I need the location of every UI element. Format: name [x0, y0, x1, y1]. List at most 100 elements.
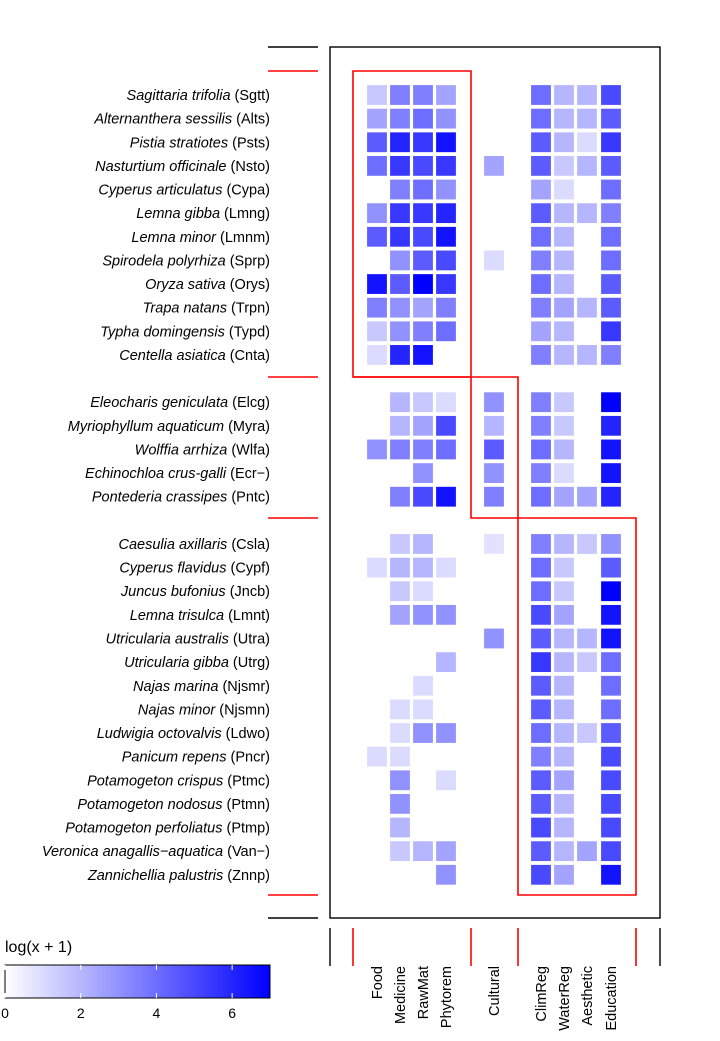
heatmap-cell	[599, 603, 623, 626]
heatmap-cell	[434, 107, 458, 130]
heatmap-cell	[411, 320, 435, 343]
heatmap-cell	[552, 225, 576, 248]
heatmap-cell	[434, 202, 458, 225]
row-label: Oryza sativa (Orys)	[145, 277, 270, 293]
heatmap-cell	[388, 414, 412, 437]
heatmap-cell	[411, 603, 435, 626]
heatmap-cell	[529, 438, 553, 461]
heatmap-cell	[434, 154, 458, 177]
heatmap-cell	[388, 485, 412, 508]
heatmap-cell	[552, 391, 576, 414]
row-label: Ludwigia octovalvis (Ldwo)	[97, 726, 270, 742]
heatmap-cell	[552, 438, 576, 461]
heatmap-cell	[529, 485, 553, 508]
row-label: Typha domingensis (Typd)	[100, 324, 270, 340]
row-label: Echinochloa crus-galli (Ecr−)	[85, 466, 270, 482]
species-name: Utricularia gibba	[124, 655, 229, 671]
heatmap-cell	[552, 131, 576, 154]
row-label: Cyperus articulatus (Cypa)	[98, 183, 270, 199]
heatmap-cell	[482, 627, 506, 650]
heatmap-cell	[365, 296, 389, 319]
heatmap-cell	[599, 320, 623, 343]
species-code: (Cypf)	[227, 561, 271, 577]
species-name: Ludwigia octovalvis	[97, 726, 222, 742]
heatmap-cell	[388, 320, 412, 343]
species-code: (Elcg)	[228, 395, 270, 411]
heatmap-cell	[365, 320, 389, 343]
heatmap-cell	[434, 485, 458, 508]
heatmap-cell	[434, 769, 458, 792]
heatmap-cell	[411, 840, 435, 863]
heatmap-cell	[411, 343, 435, 367]
heatmap-cell	[599, 296, 623, 319]
heatmap-cell	[411, 721, 435, 745]
heatmap-cell	[599, 556, 623, 579]
row-label: Utricularia australis (Utra)	[106, 631, 270, 647]
heatmap-cell	[552, 556, 576, 579]
colorbar-tick-label: 0	[1, 1005, 9, 1021]
heatmap-cell	[529, 745, 553, 768]
heatmap-cell	[411, 225, 435, 248]
heatmap-cell	[552, 651, 576, 674]
species-code: (Sgtt)	[231, 88, 270, 104]
heatmap-cell	[599, 816, 623, 839]
species-name: Zannichellia palustris	[87, 868, 223, 884]
heatmap-cell	[599, 154, 623, 177]
heatmap-cell	[529, 556, 553, 579]
species-code: (Cnta)	[226, 348, 270, 364]
heatmap-cell	[388, 769, 412, 792]
heatmap-cell	[575, 154, 599, 177]
species-name: Lemna trisulca	[130, 608, 224, 624]
species-code: (Lmnm)	[216, 230, 270, 246]
heatmap-cell	[388, 272, 412, 296]
heatmap-cell	[552, 178, 576, 201]
heatmap-cell	[482, 154, 506, 177]
heatmap-cell	[529, 840, 553, 863]
species-name: Myriophyllum aquaticum	[68, 419, 224, 435]
heatmap-cell	[599, 863, 623, 886]
heatmap-cell	[529, 580, 553, 603]
heatmap-cell	[552, 580, 576, 603]
species-name: Nasturtium officinale	[95, 159, 226, 175]
heatmap-cell	[575, 107, 599, 130]
heatmap-cell	[434, 721, 458, 745]
species-code: (Utrg)	[229, 655, 270, 671]
heatmap-cell	[552, 485, 576, 508]
heatmap-cell	[529, 83, 553, 107]
heatmap-cell	[482, 438, 506, 461]
row-label: Juncus bufonius (Jncb)	[120, 584, 270, 600]
heatmap-cell	[411, 296, 435, 319]
heatmap-cell	[434, 249, 458, 272]
heatmap-cell	[552, 603, 576, 626]
heatmap-cell	[434, 438, 458, 461]
heatmap-cell	[599, 627, 623, 650]
heatmap-cell	[434, 296, 458, 319]
heatmap-cell	[482, 249, 506, 272]
heatmap-cell	[411, 580, 435, 603]
heatmap-cell	[552, 532, 576, 556]
heatmap-cell	[552, 83, 576, 107]
species-code: (Znnp)	[223, 868, 270, 884]
heatmap-cell	[388, 249, 412, 272]
heatmap-cell	[575, 131, 599, 154]
species-code: (Csla)	[227, 537, 270, 553]
heatmap-cell	[388, 131, 412, 154]
heatmap-cell	[434, 863, 458, 886]
heatmap-cell	[552, 272, 576, 296]
heatmap-cell	[599, 438, 623, 461]
species-name: Juncus bufonius	[120, 584, 226, 600]
heatmap-cell	[599, 178, 623, 201]
heatmap-cell	[599, 674, 623, 697]
species-code: (Ptmp)	[222, 821, 270, 837]
row-label: Spirodela polyrhiza (Sprp)	[102, 253, 270, 269]
heatmap-cell	[575, 485, 599, 508]
heatmap-cell	[434, 414, 458, 437]
row-label: Cyperus flavidus (Cypf)	[119, 561, 270, 577]
species-code: (Ptmc)	[223, 773, 270, 789]
heatmap-cell	[552, 698, 576, 721]
column-label: RawMat	[416, 966, 432, 1019]
heatmap-cell	[529, 698, 553, 721]
species-code: (Jncb)	[226, 584, 270, 600]
heatmap-cell	[552, 816, 576, 839]
heatmap-cell	[575, 532, 599, 556]
